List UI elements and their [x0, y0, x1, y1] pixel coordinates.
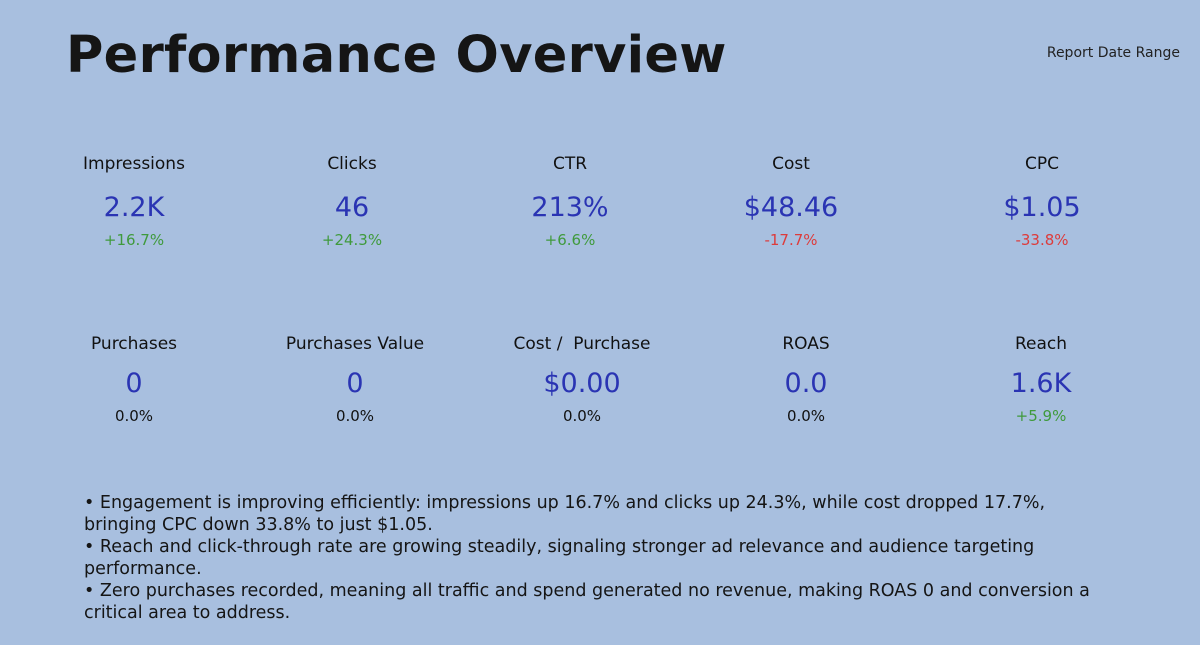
- metric-label: Cost / Purchase: [513, 334, 651, 354]
- metric-card: CPC $1.05 -33.8%: [932, 154, 1152, 249]
- metric-value: 0: [125, 368, 143, 399]
- metric-label: Cost: [772, 154, 810, 174]
- metric-change: 0.0%: [335, 407, 375, 425]
- metric-value: 213%: [531, 192, 609, 223]
- metric-card: Cost / Purchase $0.00 0.0%: [472, 334, 692, 425]
- date-range[interactable]: Report Date Range: [1046, 45, 1180, 61]
- metric-change: 0.0%: [114, 407, 154, 425]
- metric-label: Clicks: [327, 154, 377, 174]
- metric-label: ROAS: [782, 334, 830, 354]
- insight: • Engagement is improving efficiently: i…: [84, 493, 1046, 535]
- metric-value: $0.00: [543, 368, 621, 399]
- page-title: Performance Overview: [66, 26, 727, 85]
- metric-label: Purchases: [90, 334, 178, 354]
- metric-change: 0.0%: [562, 407, 602, 425]
- metric-change: +16.7%: [103, 231, 165, 249]
- metric-label: Purchases Value: [285, 334, 425, 354]
- metric-value: 0: [346, 368, 364, 399]
- insights: • Engagement is improving efficiently: i…: [84, 492, 1114, 624]
- metric-card: Purchases Value 0 0.0%: [245, 334, 465, 425]
- metric-value: 1.6K: [1010, 368, 1072, 399]
- metric-value: $48.46: [743, 192, 839, 223]
- metric-label: CTR: [552, 154, 588, 174]
- metric-change: +24.3%: [321, 231, 383, 249]
- metric-change: -17.7%: [764, 231, 818, 249]
- metric-change: +5.9%: [1015, 407, 1067, 425]
- metric-label: CPC: [1025, 154, 1059, 174]
- metric-card: CTR 213% +6.6%: [460, 154, 680, 249]
- metric-value: 46: [334, 192, 370, 223]
- metric-card: Purchases 0 0.0%: [24, 334, 244, 425]
- metric-value: $1.05: [1003, 192, 1081, 223]
- metric-change: +6.6%: [544, 231, 596, 249]
- metric-card: Clicks 46 +24.3%: [242, 154, 462, 249]
- metric-card: ROAS 0.0 0.0%: [696, 334, 916, 425]
- metric-card: Reach 1.6K +5.9%: [931, 334, 1151, 425]
- metric-value: 2.2K: [103, 192, 165, 223]
- metric-card: Cost $48.46 -17.7%: [681, 154, 901, 249]
- metric-change: 0.0%: [786, 407, 826, 425]
- insight: • Reach and click-through rate are growi…: [84, 537, 1035, 579]
- metric-change: -33.8%: [1015, 231, 1069, 249]
- metric-label: Reach: [1014, 334, 1068, 354]
- metric-card: Impressions 2.2K +16.7%: [24, 154, 244, 249]
- metric-value: 0.0: [784, 368, 828, 399]
- metric-label: Impressions: [83, 154, 185, 174]
- insight: • Zero purchases recorded, meaning all t…: [84, 581, 1090, 623]
